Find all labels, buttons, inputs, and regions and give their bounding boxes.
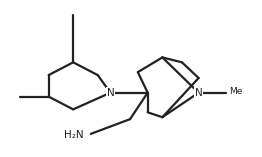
Text: H₂N: H₂N	[64, 130, 84, 140]
Text: N: N	[107, 88, 114, 98]
Text: Me: Me	[229, 87, 242, 96]
Text: N: N	[195, 88, 203, 98]
